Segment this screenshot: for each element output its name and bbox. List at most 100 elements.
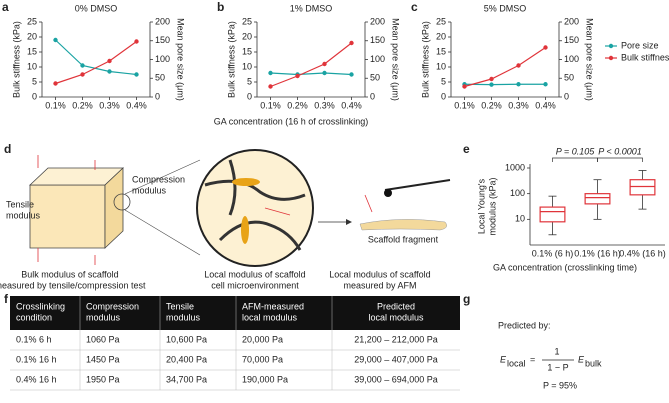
x-tick-label: 0.3%	[508, 100, 529, 110]
cell	[241, 216, 249, 244]
diagram-caption: cell microenvironment	[211, 280, 299, 290]
table-header: local modulus	[242, 312, 298, 322]
series-line	[55, 39, 137, 76]
point	[516, 63, 521, 68]
legend-label: Bulk stiffness	[621, 52, 669, 62]
table-cell: 1450 Pa	[86, 354, 120, 364]
point	[516, 82, 521, 87]
box	[629, 179, 656, 196]
y-axis-label: Local Young's	[476, 178, 486, 234]
y-tick-label: 5	[32, 76, 37, 86]
y-tick-label: 25	[242, 16, 252, 26]
y-axis-label: Bulk stiffness (kPa)	[226, 21, 236, 98]
diagram-label: Compression	[132, 174, 185, 184]
formula-subscript: local	[507, 358, 526, 368]
y-tick-label: 15	[242, 46, 252, 56]
legend-dot	[608, 43, 614, 49]
y-tick-label: 10	[436, 61, 446, 71]
x-axis-label: GA concentration (crosslinking time)	[493, 262, 637, 272]
diagram-caption: measured by tensile/compression test	[0, 280, 146, 290]
point	[268, 84, 273, 89]
y-tick-label: 10	[27, 61, 37, 71]
point	[295, 73, 300, 79]
point	[489, 76, 494, 82]
table-cell: 1950 Pa	[86, 374, 120, 384]
box	[539, 206, 566, 223]
table-cell: 39,000 – 694,000 Pa	[354, 374, 438, 384]
table-header: Crosslinking	[16, 301, 65, 311]
chart-title: 1% DMSO	[290, 3, 333, 13]
formula-symbol: E	[500, 354, 507, 364]
y2-tick-label: 50	[564, 73, 574, 83]
point	[80, 63, 85, 68]
panel-label: g	[463, 292, 470, 306]
table-header: condition	[16, 312, 52, 322]
force-arrow	[37, 155, 96, 265]
chart-title: 5% DMSO	[484, 3, 527, 13]
y2-tick-label: 50	[155, 73, 165, 83]
series-line	[464, 47, 546, 88]
cube-side	[104, 167, 124, 249]
point	[349, 72, 354, 77]
zoom-line	[124, 159, 201, 195]
cantilever	[384, 179, 451, 191]
y-tick-label: 25	[436, 16, 446, 26]
y-tick-label: 15	[436, 46, 446, 56]
y2-tick-label: 150	[155, 35, 170, 45]
diagram-label: Tensile	[6, 199, 34, 209]
significance-bracket	[552, 157, 598, 162]
y-tick-label: 1000	[505, 162, 525, 172]
significance-bracket	[597, 157, 643, 162]
diagram-label: Scaffold fragment	[368, 234, 439, 244]
formula-equals: =	[530, 354, 535, 364]
table-header: Tensile	[166, 301, 194, 311]
point	[53, 37, 58, 43]
diagram-caption: Local modulus of scaffold	[329, 269, 430, 279]
series-line	[270, 72, 352, 76]
x-axis-label: GA concentration (16 h of crosslinking)	[214, 116, 369, 126]
microenvironment	[196, 149, 314, 267]
point	[462, 84, 467, 89]
y2-tick-label: 200	[155, 16, 170, 26]
table-header: local modulus	[368, 312, 424, 322]
x-tick-label: 0.4%	[341, 100, 362, 110]
y-tick-label: 10	[515, 214, 525, 224]
panel-label: b	[217, 0, 224, 14]
annotation: P = 0.105	[556, 146, 595, 156]
point	[322, 61, 327, 67]
table-cell: 0.4% 16 h	[16, 374, 57, 384]
y2-tick-label: 100	[155, 54, 170, 64]
point	[107, 58, 112, 64]
y2-tick-label: 100	[564, 54, 579, 64]
y2-tick-label: 200	[370, 16, 385, 26]
diagram-caption: Local modulus of scaffold	[204, 269, 305, 279]
y2-tick-label: 100	[370, 54, 385, 64]
y-tick-label: 25	[27, 16, 37, 26]
y2-tick-label: 0	[155, 91, 160, 101]
table-cell: 190,000 Pa	[242, 374, 288, 384]
afm-tip	[384, 189, 392, 197]
arrowhead	[346, 219, 352, 225]
x-tick-label: 0.4%	[535, 100, 556, 110]
x-tick-label: 0.2%	[72, 100, 93, 110]
table-cell: 1060 Pa	[86, 334, 120, 344]
panel-label: f	[4, 292, 9, 306]
panel-label: c	[411, 0, 418, 14]
legend-dot	[608, 55, 614, 61]
y2-axis-label: Mean pore size (μm)	[176, 18, 186, 101]
box	[584, 193, 611, 205]
force-arrow	[264, 207, 291, 216]
y-axis-label: modulus (kPa)	[487, 177, 497, 235]
formula-denominator: 1 − P	[547, 362, 568, 372]
point	[543, 82, 548, 87]
x-tick-label: 0.1%	[45, 100, 66, 110]
x-tick-label: 0.1%	[260, 100, 281, 110]
panel-label: a	[2, 0, 9, 14]
y2-axis-label: Mean pore size (μm)	[391, 18, 401, 101]
table-cell: 70,000 Pa	[242, 354, 283, 364]
scaffold-fragment	[359, 219, 447, 231]
annotation: P < 0.0001	[598, 146, 641, 156]
y2-tick-label: 50	[370, 73, 380, 83]
y-tick-label: 5	[441, 76, 446, 86]
point	[134, 72, 139, 77]
